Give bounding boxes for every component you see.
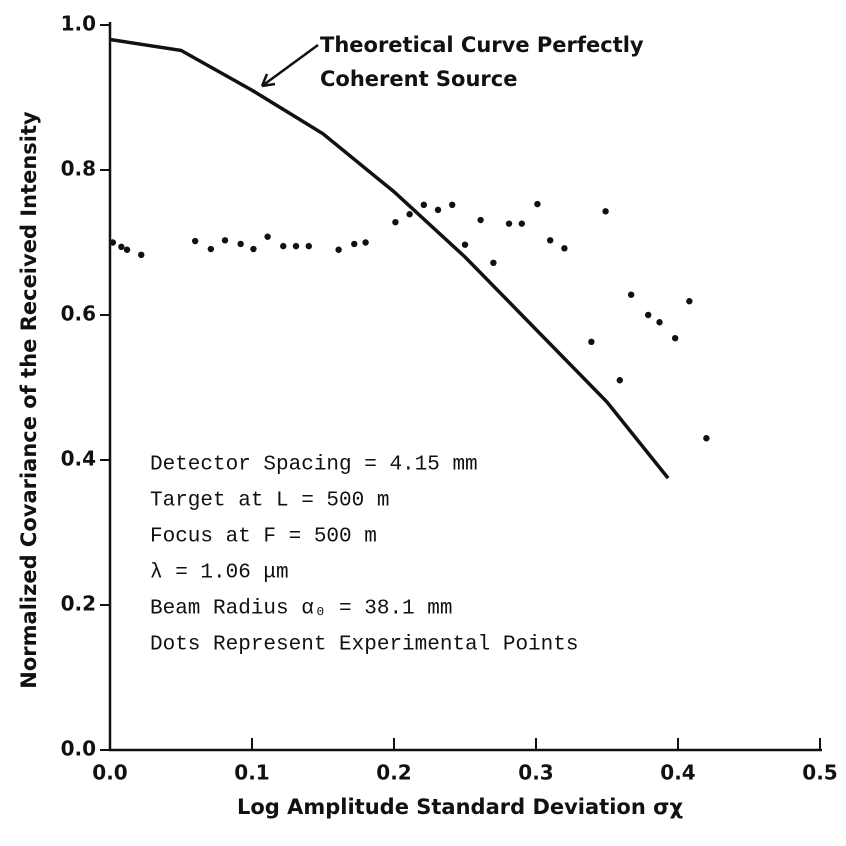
data-point <box>449 201 456 208</box>
data-point <box>237 240 244 248</box>
data-point <box>602 208 609 215</box>
x-tick-label: 0.4 <box>660 761 695 785</box>
data-point <box>351 240 358 248</box>
y-tick-label: 0.2 <box>61 592 96 616</box>
x-tick-label: 0.5 <box>802 761 837 785</box>
data-point <box>505 220 513 227</box>
note: Target at L = 500 m <box>150 490 389 513</box>
data-point <box>335 246 342 253</box>
data-point <box>461 241 469 248</box>
data-point <box>477 216 484 224</box>
curve-annotation: Coherent Source <box>320 67 517 91</box>
data-point <box>656 319 663 326</box>
theory-curve <box>109 37 670 480</box>
note: Detector Spacing = 4.15 mm <box>150 454 478 477</box>
note: λ = 1.06 μm <box>150 562 289 585</box>
data-point <box>250 245 257 253</box>
data-point <box>588 338 595 346</box>
data-point <box>192 237 199 245</box>
x-axis-label: Log Amplitude Standard Deviation σχ <box>237 795 683 819</box>
data-point <box>109 239 117 246</box>
y-tick-label: 0.6 <box>61 302 96 326</box>
data-point <box>518 220 525 227</box>
data-point <box>392 219 399 226</box>
data-point <box>264 233 271 240</box>
note: Beam Radius α₀ = 38.1 mm <box>150 598 452 621</box>
data-point <box>627 291 635 298</box>
data-point <box>547 237 554 244</box>
x-tick-label: 0.0 <box>92 761 127 785</box>
data-point <box>305 242 312 250</box>
data-point <box>561 245 568 252</box>
curve-annotation: Theoretical Curve Perfectly <box>320 33 644 57</box>
data-point <box>703 435 710 442</box>
note: Focus at F = 500 m <box>150 526 377 549</box>
data-point <box>280 242 287 250</box>
y-tick-label: 1.0 <box>61 12 96 36</box>
y-tick-label: 0.8 <box>61 157 96 181</box>
data-point <box>221 237 229 244</box>
data-point <box>406 211 413 218</box>
data-point <box>138 251 145 259</box>
data-point <box>207 245 215 253</box>
y-axis-label: Normalized Covariance of the Received In… <box>17 111 41 689</box>
y-tick-label: 0.0 <box>61 737 96 761</box>
data-point <box>534 200 541 208</box>
data-point <box>686 298 693 305</box>
note: Dots Represent Experimental Points <box>150 634 578 657</box>
x-tick-label: 0.2 <box>376 761 411 785</box>
x-tick-label: 0.1 <box>234 761 269 785</box>
data-point <box>362 239 369 246</box>
data-point <box>420 201 428 208</box>
data-point <box>671 335 679 342</box>
data-point <box>434 206 442 214</box>
x-tick-label: 0.3 <box>518 761 553 785</box>
y-tick-label: 0.4 <box>61 447 96 471</box>
data-point <box>616 377 623 384</box>
data-point <box>644 311 652 319</box>
data-point <box>292 242 300 250</box>
data-point <box>123 246 131 253</box>
data-point <box>118 243 125 251</box>
annotation-arrow <box>260 43 319 88</box>
data-point <box>490 259 497 266</box>
